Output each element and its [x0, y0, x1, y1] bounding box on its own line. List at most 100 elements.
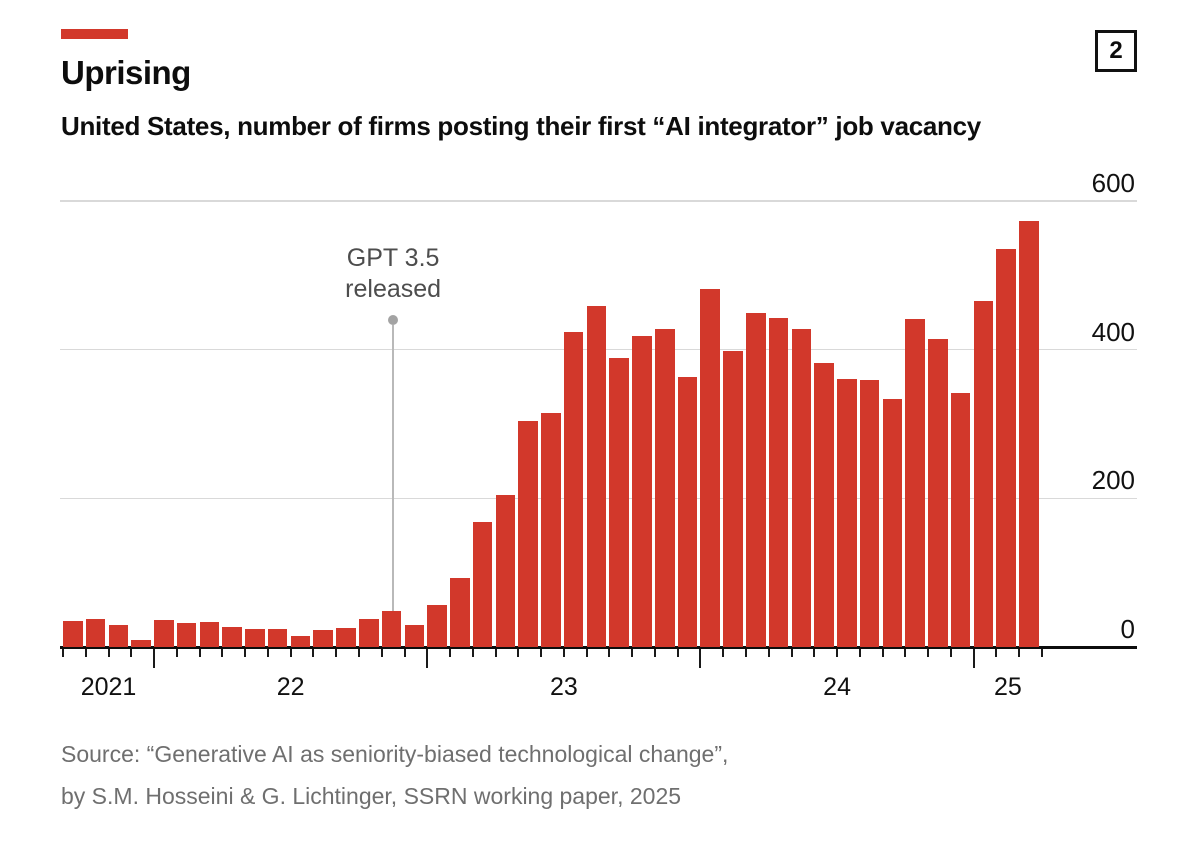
bar-2022-01 [154, 620, 174, 647]
x-axis-tick [1018, 649, 1021, 657]
x-axis-tick [130, 649, 133, 657]
annotation-dot [388, 315, 399, 325]
x-axis-tick [494, 649, 497, 657]
bar-2024-10 [905, 319, 925, 647]
bar-2022-05 [245, 629, 265, 647]
chart-subtitle: United States, number of firms posting t… [61, 111, 981, 141]
x-axis-tick [836, 649, 839, 657]
x-axis-tick [289, 649, 292, 657]
bar-2024-02 [723, 351, 743, 647]
bar-2021-09 [63, 620, 83, 647]
x-axis-tick [107, 649, 110, 657]
bar-2022-11 [381, 610, 402, 647]
bar-2022-07 [290, 635, 311, 647]
x-axis-tick [881, 649, 884, 657]
x-axis-tick [585, 649, 588, 657]
x-axis-tick [517, 649, 520, 657]
gridline [60, 200, 1137, 202]
bar-2024-05 [791, 328, 812, 647]
bar-2021-12 [131, 639, 151, 647]
bar-2023-04 [495, 495, 516, 647]
bar-2025-03 [1019, 221, 1039, 647]
bar-2023-02 [450, 577, 470, 647]
bar-2021-11 [108, 624, 129, 647]
annotation-pointer-line [391, 325, 395, 611]
x-axis-tick [745, 649, 748, 657]
bar-2022-02 [176, 623, 197, 647]
x-year-label: 2021 [80, 673, 137, 701]
x-axis-tick [767, 649, 770, 657]
bar-2023-05 [518, 421, 538, 647]
bar-2022-12 [404, 624, 425, 647]
bar-2024-12 [950, 392, 971, 647]
x-axis-tick [449, 649, 452, 657]
accent-bar [61, 29, 128, 39]
bar-2022-10 [358, 618, 379, 647]
bar-2022-09 [336, 627, 356, 647]
annotation-label: GPT 3.5 released [283, 243, 503, 305]
x-axis-tick [84, 649, 87, 657]
x-year-label: 22 [276, 673, 305, 701]
x-axis-tick [813, 649, 816, 657]
x-year-label: 25 [993, 673, 1022, 701]
bar-2023-01 [427, 605, 447, 647]
bar-2024-04 [768, 317, 789, 647]
bar-2024-06 [814, 363, 834, 647]
chart-title: Uprising [61, 54, 191, 91]
x-axis-tick [380, 649, 383, 657]
x-axis-tick [904, 649, 907, 657]
bar-2024-07 [837, 379, 857, 647]
y-axis-label: 200 [1091, 465, 1135, 496]
x-axis-tick [198, 649, 201, 657]
plot-area: 600 400 200 0 2021 22 23 24 25 GPT 3.5 released [60, 168, 1137, 701]
x-axis-tick [244, 649, 247, 657]
bar-2022-03 [199, 621, 220, 647]
x-axis-tick [608, 649, 611, 657]
bar-2023-03 [472, 522, 493, 647]
x-axis-tick [426, 649, 429, 668]
bar-2022-08 [313, 629, 333, 647]
bar-2023-08 [586, 305, 607, 647]
x-axis-tick [995, 649, 998, 657]
source-line-1: Source: “Generative AI as seniority-bias… [61, 741, 729, 767]
x-axis-tick [562, 649, 565, 657]
x-axis-tick [676, 649, 679, 657]
x-axis-tick [335, 649, 338, 657]
x-axis-tick [221, 649, 224, 657]
x-axis-tick [972, 649, 975, 668]
y-axis-label: 600 [1091, 168, 1135, 198]
x-axis-tick [722, 649, 725, 657]
bar-2023-07 [563, 331, 584, 647]
x-axis-tick [312, 649, 315, 657]
source-note: Source: “Generative AI as seniority-bias… [61, 733, 728, 817]
annotation-line-2: released [345, 275, 442, 303]
bar-2021-10 [85, 618, 106, 647]
x-axis-tick [858, 649, 861, 657]
bar-2023-09 [609, 357, 629, 647]
bar-2023-10 [632, 336, 652, 647]
x-axis-tick [949, 649, 952, 657]
y-axis-label: 0 [1120, 614, 1135, 644]
x-axis-tick [699, 649, 702, 668]
bar-2025-01 [973, 301, 994, 647]
x-axis-tick [471, 649, 474, 657]
bar-2022-06 [267, 629, 288, 647]
page-number-badge: 2 [1095, 30, 1137, 72]
y-axis-label: 400 [1091, 316, 1135, 347]
x-year-label: 24 [823, 673, 851, 701]
x-year-label: 23 [549, 673, 578, 701]
bar-2024-08 [859, 380, 880, 647]
x-axis-tick [653, 649, 656, 657]
x-axis-tick [175, 649, 178, 657]
x-axis-tick [153, 649, 156, 668]
x-axis-tick [403, 649, 406, 657]
x-axis-line [60, 646, 1137, 649]
bar-2022-04 [222, 626, 242, 647]
bar-2025-02 [996, 249, 1017, 647]
x-axis-tick [540, 649, 543, 657]
bar-2023-11 [654, 328, 675, 647]
bar-2024-11 [928, 339, 948, 647]
x-axis-tick [357, 649, 360, 657]
bar-2023-12 [677, 377, 698, 647]
